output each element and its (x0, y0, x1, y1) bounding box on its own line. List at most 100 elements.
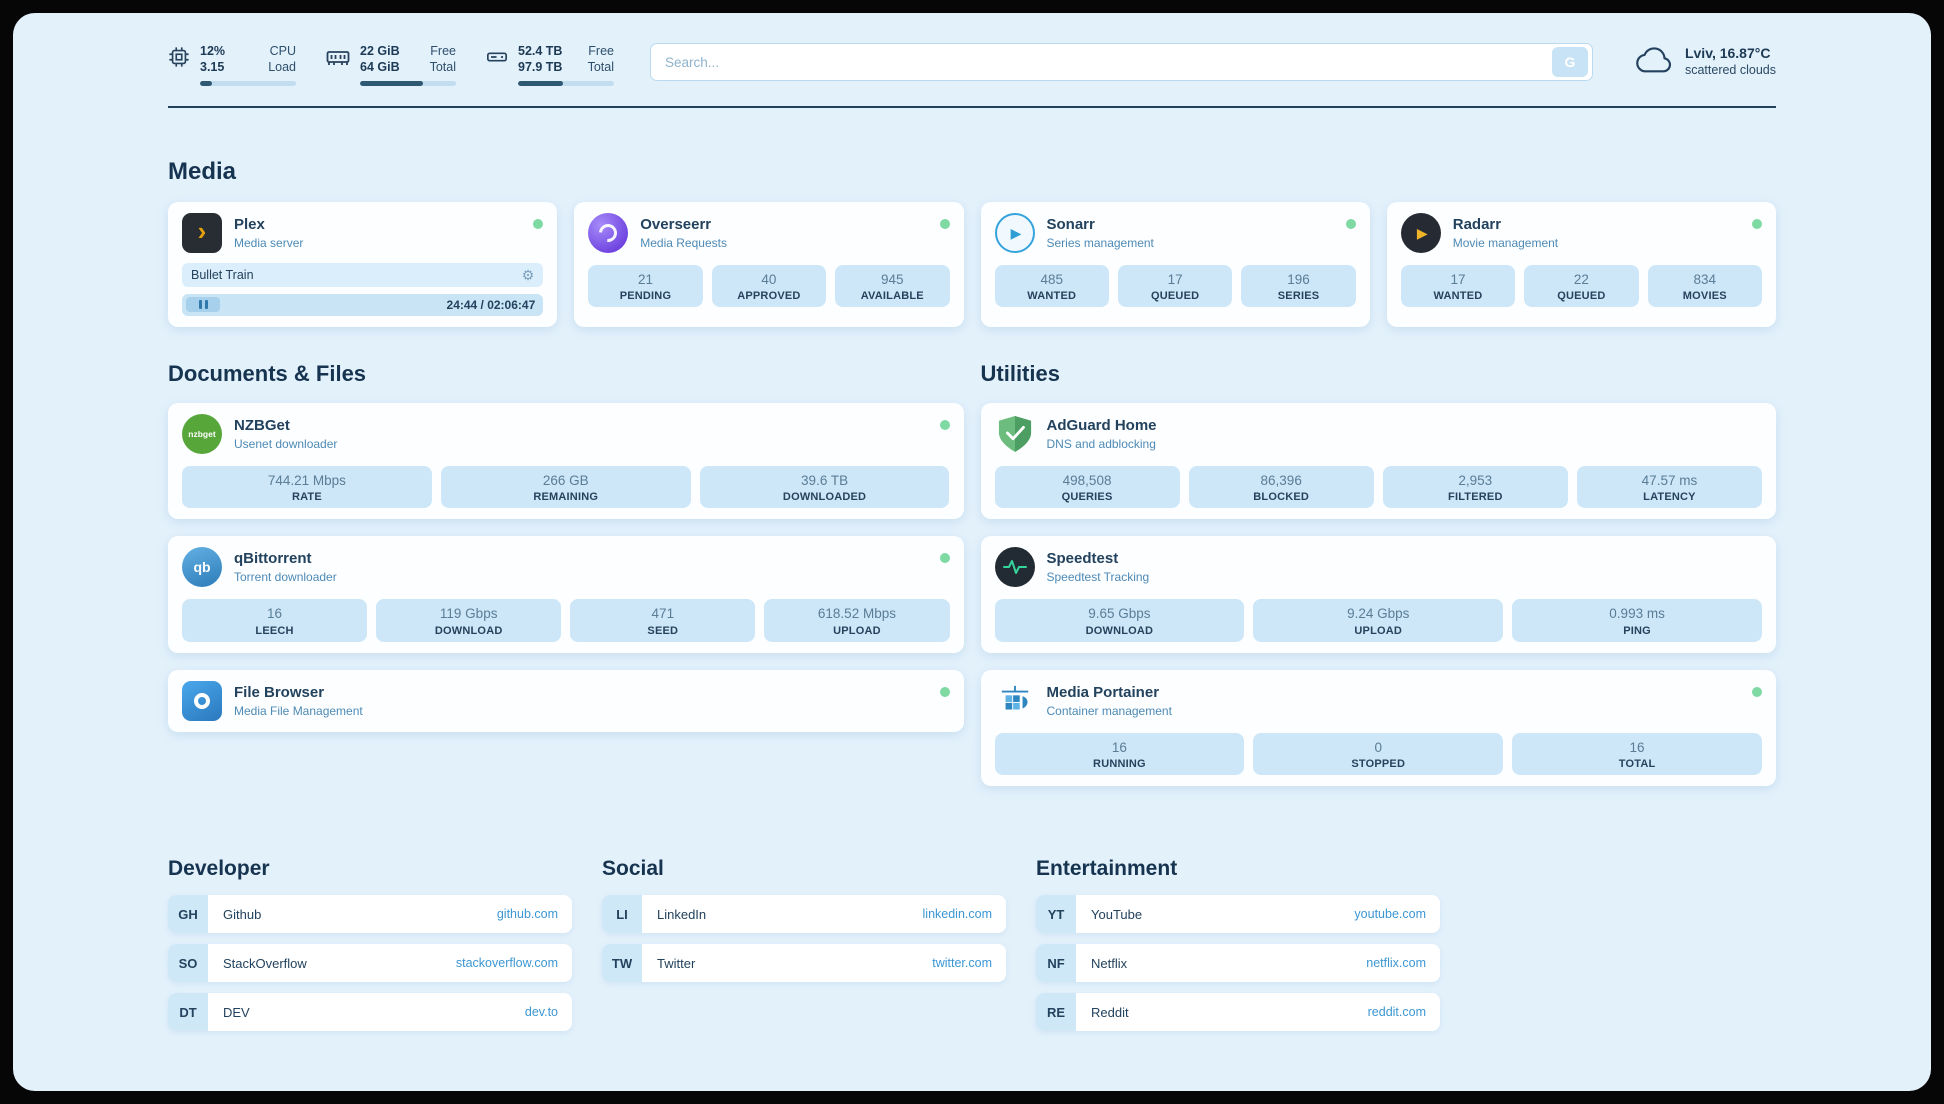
stat-box: 22 QUEUED (1524, 264, 1639, 308)
link-domain[interactable]: stackoverflow.com (455, 956, 558, 971)
search-input[interactable] (651, 54, 1552, 70)
link-item-netflix[interactable]: NF Netflix netflix.com (1036, 944, 1440, 983)
cpu-widget: 12% CPU 3.15 Load (168, 43, 296, 86)
portainer-icon (995, 681, 1035, 721)
link-item-twitter[interactable]: TW Twitter twitter.com (602, 944, 1006, 983)
link-name: Netflix (1091, 955, 1128, 971)
stat-value: 17 (1167, 271, 1183, 287)
link-name: Reddit (1091, 1004, 1129, 1020)
service-card-radarr[interactable]: ▶ Radarr Movie management 17 WANTED 22 QUE… (1386, 201, 1776, 327)
gear-icon[interactable]: ⚙ (521, 266, 535, 283)
stat-label: DOWNLOAD (1085, 624, 1154, 637)
stat-label: DOWNLOADED (782, 491, 867, 504)
service-card-qbittorrent[interactable]: qb qBittorrent Torrent downloader 16 LEEC… (168, 536, 964, 653)
pause-icon (204, 300, 208, 309)
cpu-usage-bar-fill (200, 80, 212, 86)
service-name: Media Portainer (1046, 683, 1160, 701)
stat-value: 47.57 ms (1641, 472, 1698, 488)
service-card-sonarr[interactable]: ▶ Sonarr Series management 485 WANTED 17 Q… (980, 201, 1370, 327)
link-item-dev[interactable]: DT DEV dev.to (168, 993, 572, 1032)
link-abbr: TW (602, 944, 642, 983)
link-item-github[interactable]: GH Github github.com (168, 895, 572, 934)
link-item-youtube[interactable]: YT YouTube youtube.com (1036, 895, 1440, 934)
link-item-linkedin[interactable]: LI LinkedIn linkedin.com (602, 895, 1006, 934)
pause-icon (198, 300, 202, 309)
status-dot (939, 686, 950, 697)
stat-box: 196 SERIES (1241, 264, 1356, 308)
stat-value: 9.24 Gbps (1347, 606, 1410, 622)
entertainment-section: Entertainment YT YouTube youtube.com NF … (1036, 857, 1440, 1042)
stat-label: UPLOAD (833, 624, 881, 637)
link-abbr: GH (168, 895, 208, 934)
stat-value: 2,953 (1458, 472, 1493, 488)
link-name: Twitter (657, 955, 696, 971)
speedtest-icon (994, 547, 1035, 588)
stat-box: 119 Gbps DOWNLOAD (376, 599, 562, 642)
link-domain[interactable]: twitter.com (932, 956, 992, 971)
stat-value: 16 (1111, 739, 1127, 755)
sonarr-icon: ▶ (994, 212, 1035, 253)
memory-usage-bar-fill (360, 80, 424, 86)
filebrowser-icon (182, 680, 222, 721)
stat-value: 16 (1629, 739, 1645, 755)
cpu-percent: 12% (200, 44, 226, 58)
status-dot (1752, 686, 1762, 697)
link-item-reddit[interactable]: RE Reddit reddit.com (1036, 993, 1440, 1032)
stat-value: 945 (881, 271, 904, 287)
link-abbr: DT (168, 993, 208, 1032)
service-subtitle: Media Requests (640, 235, 727, 250)
service-card-adguard[interactable]: AdGuard Home DNS and adblocking 498,508 Q… (980, 402, 1776, 520)
stat-value: 0.993 ms (1609, 606, 1665, 622)
stat-label: QUERIES (1061, 491, 1113, 504)
link-domain[interactable]: youtube.com (1354, 907, 1426, 922)
stat-label: LEECH (255, 624, 294, 637)
search-engine-button[interactable]: G (1551, 47, 1588, 77)
stat-label: WANTED (1433, 290, 1483, 303)
dashboard-page: 12% CPU 3.15 Load 22 GiB Free 64 GiB Total (13, 13, 1931, 1091)
link-domain[interactable]: dev.to (524, 1005, 558, 1020)
system-stats: 12% CPU 3.15 Load 22 GiB Free 64 GiB Total (168, 43, 614, 86)
dashboard-content: 12% CPU 3.15 Load 22 GiB Free 64 GiB Total (168, 13, 1776, 1042)
link-item-stackoverflow[interactable]: SO StackOverflow stackoverflow.com (168, 944, 572, 983)
link-domain[interactable]: linkedin.com (922, 907, 992, 922)
service-card-overseerr[interactable]: Overseerr Media Requests 21 PENDING 40 APP… (574, 201, 964, 327)
pause-button[interactable] (186, 297, 220, 312)
memory-widget: 22 GiB Free 64 GiB Total (326, 43, 456, 86)
documents-section-title: Documents & Files (168, 360, 367, 386)
nzbget-icon: nzbget (182, 413, 222, 454)
stat-label: SERIES (1277, 290, 1320, 303)
disk-label-2: Total (587, 60, 614, 75)
service-name: Speedtest (1046, 550, 1119, 568)
status-dot (939, 419, 950, 430)
disk-label-1: Free (588, 44, 614, 58)
disk-usage-bar-fill (518, 80, 564, 86)
link-domain[interactable]: github.com (496, 907, 558, 922)
service-card-speedtest[interactable]: Speedtest Speedtest Tracking 9.65 Gbps DO… (980, 536, 1776, 653)
stat-box: 485 WANTED (994, 264, 1109, 308)
link-abbr: YT (1036, 895, 1076, 934)
qbittorrent-icon: qb (182, 547, 222, 588)
stat-label: UPLOAD (1354, 624, 1403, 637)
stat-label: FILTERED (1448, 491, 1503, 504)
service-card-portainer[interactable]: Media Portainer Container management 16 R… (980, 669, 1776, 787)
media-section-title: Media (168, 157, 237, 185)
service-card-filebrowser[interactable]: File Browser Media File Management (168, 669, 964, 732)
stat-label: WANTED (1027, 290, 1077, 303)
link-abbr: NF (1036, 944, 1076, 983)
link-domain[interactable]: reddit.com (1367, 1005, 1426, 1020)
link-name: YouTube (1091, 906, 1143, 922)
search-bar[interactable]: G (650, 43, 1593, 81)
link-domain[interactable]: netflix.com (1366, 956, 1426, 971)
stat-value: 196 (1287, 271, 1310, 287)
service-card-nzbget[interactable]: nzbget NZBGet Usenet downloader 744.21 M… (168, 402, 964, 520)
status-dot (533, 218, 544, 229)
link-abbr: RE (1036, 993, 1076, 1032)
disk-usage-bar (518, 80, 614, 86)
cpu-load-value: 3.15 (200, 60, 225, 75)
now-playing-title: Bullet Train (191, 267, 254, 282)
stat-box: 17 WANTED (1400, 264, 1516, 308)
playback-progress-bar[interactable]: 24:44 / 02:06:47 (182, 293, 544, 316)
stat-value: 498,508 (1062, 472, 1112, 488)
weather-condition: scattered clouds (1684, 63, 1776, 77)
service-card-plex[interactable]: › Plex Media server Bullet Train ⚙ 24:44… (168, 201, 558, 327)
